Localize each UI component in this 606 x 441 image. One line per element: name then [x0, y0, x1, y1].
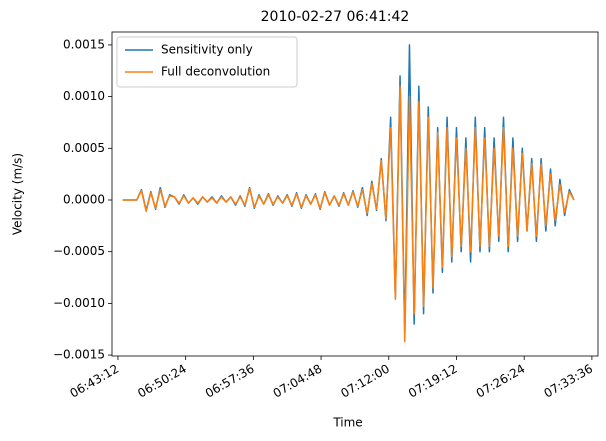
y-tick-label: −0.0010	[53, 296, 105, 310]
y-tick-label: −0.0005	[53, 244, 105, 258]
x-tick-label: 06:50:24	[135, 362, 189, 401]
x-tick-label: 07:19:12	[406, 362, 460, 401]
x-tick-label: 06:43:12	[68, 362, 122, 401]
legend-label: Full deconvolution	[161, 65, 270, 79]
y-tick-label: 0.0000	[63, 192, 105, 206]
plot-frame	[111, 31, 599, 357]
legend-label: Sensitivity only	[161, 43, 253, 57]
legend-box	[116, 36, 298, 88]
x-tick-label: 06:57:36	[203, 362, 257, 401]
y-axis-label: Velocity (m/s)	[11, 153, 25, 235]
y-tick-label: −0.0015	[53, 348, 105, 362]
chart-title: 2010-02-27 06:41:42	[261, 9, 410, 25]
x-axis-label: Time	[332, 416, 362, 430]
x-tick-label: 07:26:24	[474, 362, 528, 401]
y-tick-label: 0.0010	[63, 89, 105, 103]
series-line	[122, 85, 575, 343]
x-tick-label: 07:33:36	[541, 362, 595, 401]
y-tick-label: 0.0005	[63, 141, 105, 155]
x-tick-label: 07:12:00	[338, 362, 392, 401]
x-tick-label: 07:04:48	[271, 362, 325, 401]
y-tick-label: 0.0015	[63, 37, 105, 51]
